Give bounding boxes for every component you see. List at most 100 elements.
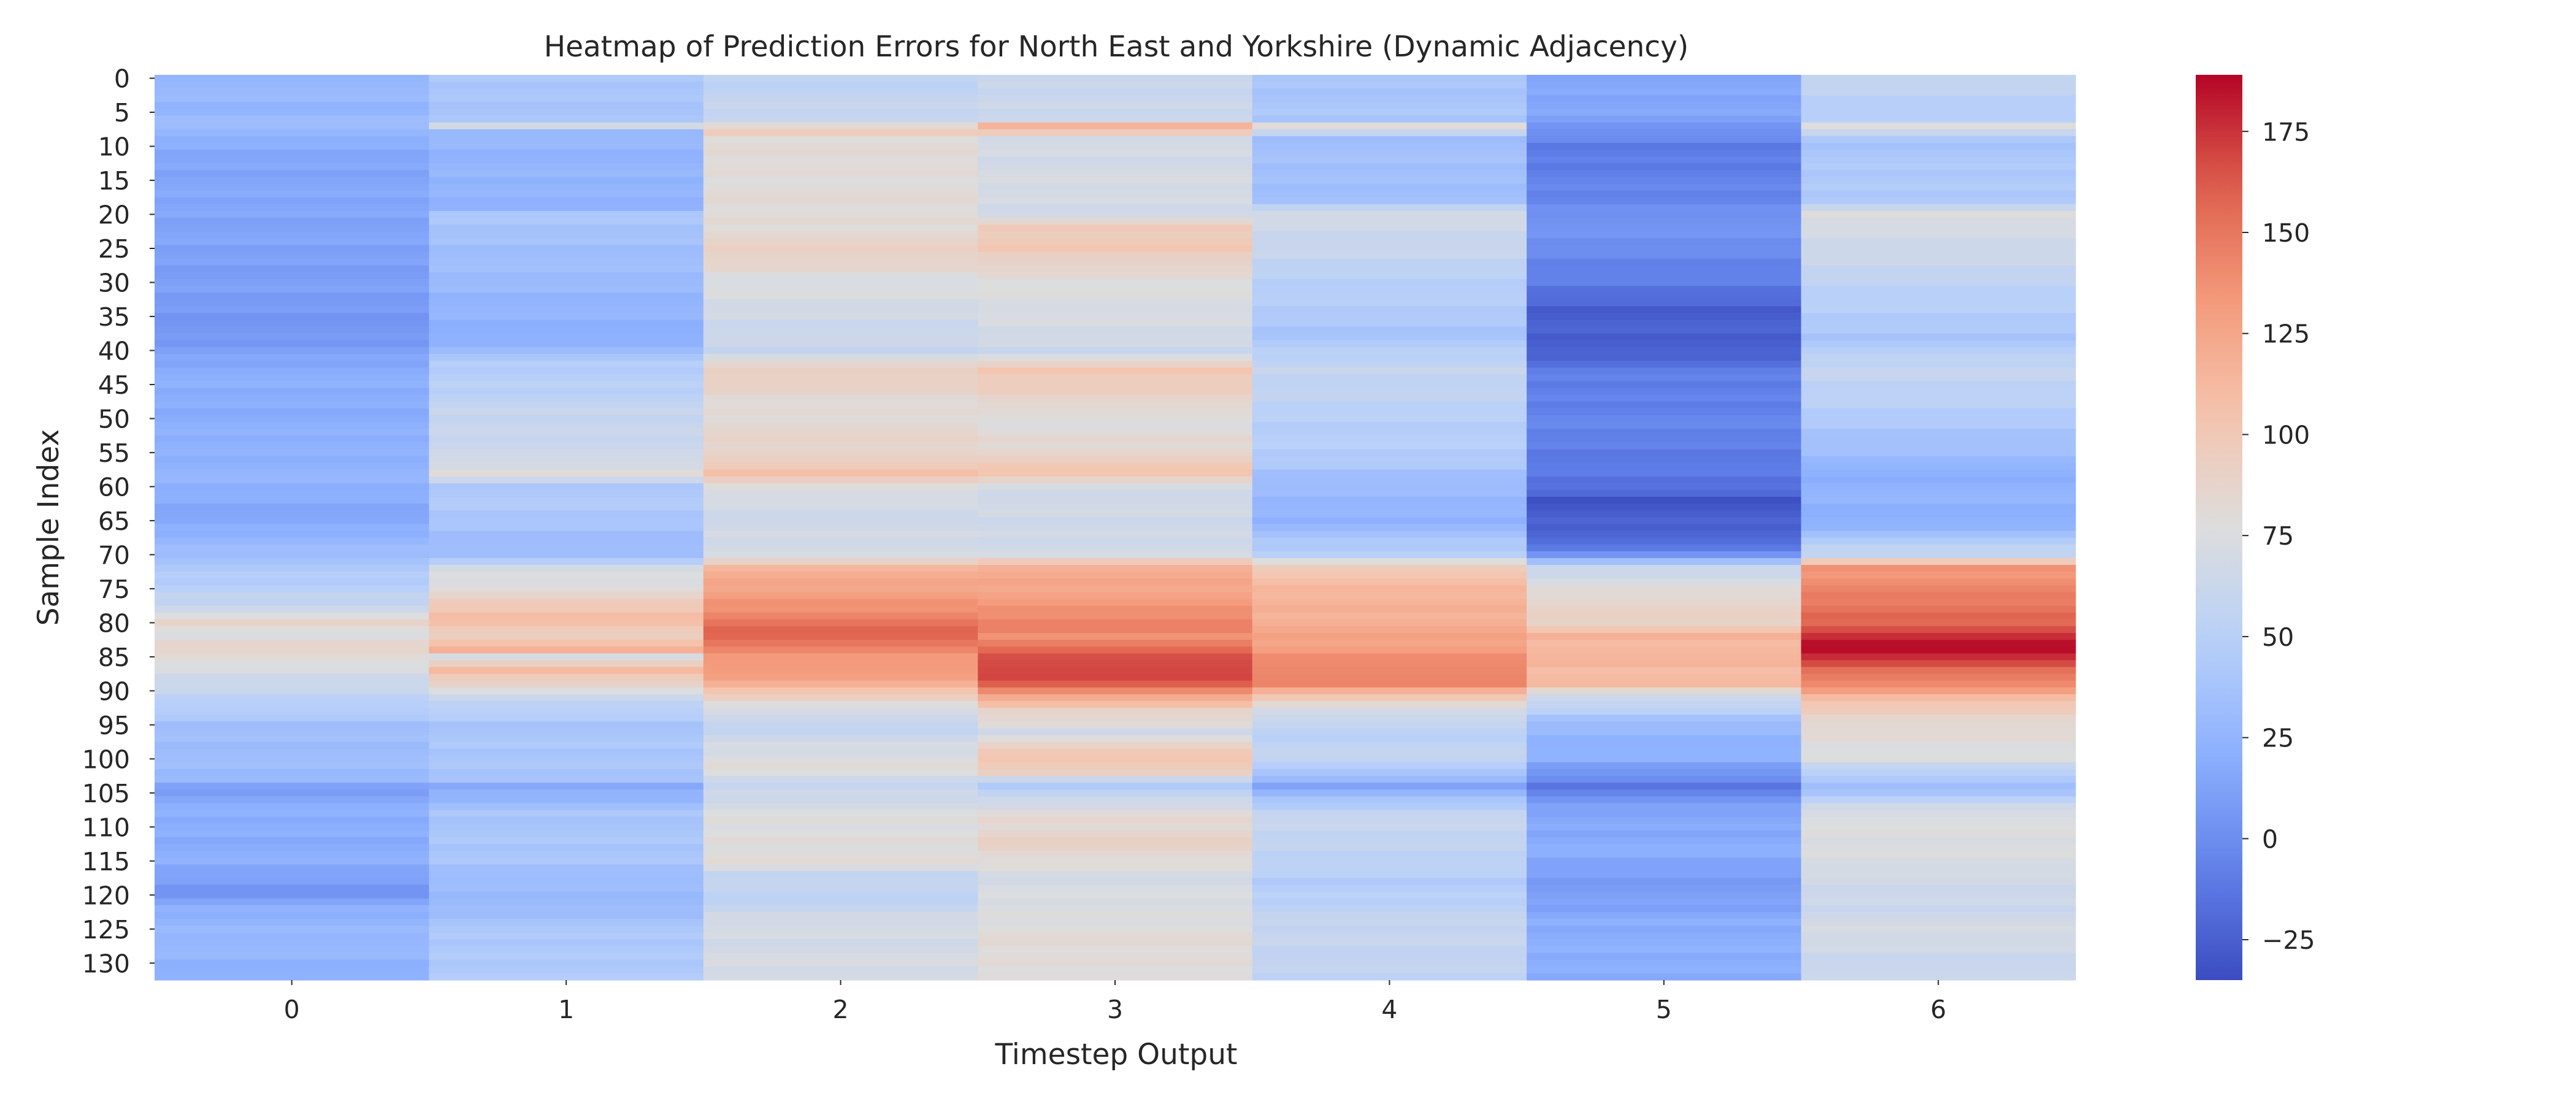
- heatmap-cell: [1801, 429, 2076, 436]
- heatmap-cell: [1252, 156, 1527, 164]
- heatmap-cell: [1252, 136, 1527, 144]
- heatmap-cell: [1252, 401, 1527, 409]
- heatmap-cell: [1252, 715, 1527, 722]
- heatmap-cell: [155, 823, 430, 831]
- heatmap-cell: [429, 142, 704, 150]
- heatmap-cell: [1252, 210, 1527, 218]
- heatmap-cell: [1527, 680, 1802, 688]
- heatmap-cell: [429, 721, 704, 729]
- heatmap-cell: [155, 489, 430, 497]
- heatmap-cell: [703, 578, 978, 586]
- heatmap-cell: [703, 823, 978, 831]
- x-axis: 0 1 2 3 4 5 6: [284, 980, 1946, 1024]
- heatmap-cell: [1527, 122, 1802, 130]
- heatmap-cell: [429, 415, 704, 423]
- heatmap-cell: [1801, 626, 2076, 634]
- heatmap-cell: [429, 361, 704, 368]
- heatmap-cell: [1801, 660, 2076, 668]
- heatmap-cell: [703, 340, 978, 348]
- heatmap-cell: [1801, 218, 2076, 225]
- heatmap-cell: [1801, 803, 2076, 811]
- heatmap-cell: [703, 551, 978, 559]
- heatmap-cell: [155, 313, 430, 321]
- heatmap-cell: [978, 572, 1253, 579]
- heatmap-cell: [155, 789, 430, 797]
- heatmap-cell: [703, 830, 978, 838]
- heatmap-cell: [155, 170, 430, 178]
- heatmap-cell: [703, 857, 978, 865]
- heatmap-cell: [1252, 374, 1527, 381]
- heatmap-cell: [978, 142, 1253, 150]
- heatmap-cell: [1252, 762, 1527, 770]
- heatmap-cell: [978, 755, 1253, 763]
- heatmap-cell: [429, 449, 704, 457]
- heatmap-cell: [978, 408, 1253, 416]
- heatmap-cell: [1527, 646, 1802, 654]
- heatmap-cell: [1252, 864, 1527, 872]
- heatmap-cell: [1252, 748, 1527, 756]
- heatmap-cell: [1801, 142, 2076, 150]
- heatmap-cell: [1801, 878, 2076, 886]
- heatmap-cell: [703, 462, 978, 470]
- heatmap-cell: [978, 82, 1253, 89]
- heatmap-cell: [1801, 170, 2076, 178]
- heatmap-cell: [1527, 449, 1802, 457]
- heatmap-cell: [429, 326, 704, 334]
- heatmap-cell: [703, 667, 978, 675]
- heatmap-cell: [1527, 789, 1802, 797]
- heatmap-cell: [1252, 537, 1527, 545]
- heatmap-cell: [978, 340, 1253, 348]
- heatmap-cell: [1527, 966, 1802, 974]
- heatmap-cell: [703, 708, 978, 715]
- heatmap-cell: [1252, 265, 1527, 273]
- heatmap-cell: [703, 837, 978, 845]
- heatmap-cell: [1252, 469, 1527, 477]
- heatmap-cell: [1527, 653, 1802, 661]
- heatmap-cell: [1527, 884, 1802, 892]
- heatmap-cell: [1252, 435, 1527, 443]
- heatmap-cell: [1527, 708, 1802, 715]
- heatmap-cell: [1527, 762, 1802, 770]
- heatmap-cell: [1801, 565, 2076, 572]
- heatmap-cell: [429, 265, 704, 273]
- heatmap-cell: [1252, 776, 1527, 783]
- heatmap-cell: [1252, 823, 1527, 831]
- x-tick-label: 2: [833, 995, 849, 1024]
- heatmap-cell: [1801, 150, 2076, 157]
- heatmap-cell: [703, 605, 978, 613]
- heatmap-cell: [978, 299, 1253, 307]
- heatmap-cell: [703, 585, 978, 593]
- heatmap-cell: [1252, 333, 1527, 341]
- heatmap-cell: [155, 966, 430, 974]
- heatmap-cell: [1801, 633, 2076, 640]
- heatmap-cell: [1801, 524, 2076, 532]
- heatmap-cell: [703, 504, 978, 511]
- x-tick-label: 3: [1107, 995, 1123, 1024]
- heatmap-cell: [429, 408, 704, 416]
- heatmap-cell: [1801, 789, 2076, 797]
- heatmap-cell: [1252, 966, 1527, 974]
- heatmap-cell: [978, 857, 1253, 865]
- heatmap-cell: [429, 136, 704, 144]
- heatmap-cell: [978, 973, 1253, 981]
- heatmap-cell: [1801, 640, 2076, 647]
- heatmap-cell: [703, 742, 978, 749]
- heatmap-cell: [703, 673, 978, 681]
- heatmap-cell: [1252, 476, 1527, 484]
- heatmap-cell: [429, 864, 704, 872]
- heatmap-cell: [1801, 769, 2076, 776]
- heatmap-cell: [703, 619, 978, 627]
- heatmap-cell: [429, 177, 704, 185]
- heatmap-cell: [1527, 673, 1802, 681]
- heatmap-cell: [155, 565, 430, 572]
- heatmap-cell: [703, 803, 978, 811]
- heatmap-cell: [703, 183, 978, 191]
- heatmap-cell: [1801, 891, 2076, 899]
- heatmap-cell: [1527, 898, 1802, 906]
- heatmap-cell: [978, 789, 1253, 797]
- heatmap-cell: [1527, 946, 1802, 954]
- heatmap-cell: [703, 210, 978, 218]
- heatmap-cell: [429, 258, 704, 266]
- heatmap-cell: [978, 660, 1253, 668]
- heatmap-cell: [429, 299, 704, 307]
